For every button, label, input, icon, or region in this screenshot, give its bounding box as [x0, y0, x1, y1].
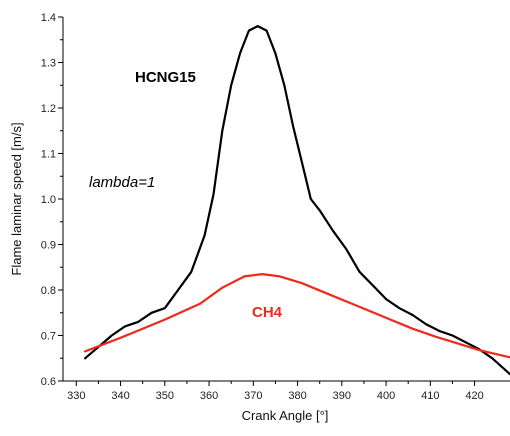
x-tick-label: 410	[421, 390, 439, 402]
y-tick-label: 0.8	[41, 285, 56, 297]
y-tick-label: 0.7	[41, 331, 56, 343]
series-line-ch4	[83, 273, 510, 359]
ticks-layer: 330 340 350 360 370 380 390 400 410 420 0.6 0.7 0.8 0…	[41, 12, 484, 402]
x-tick-label: 380	[288, 390, 306, 402]
x-tick-label: 330	[67, 390, 85, 402]
series-layer	[83, 25, 510, 376]
plot-area	[62, 17, 510, 382]
y-axis-label: Flame laminar speed [m/s]	[9, 122, 24, 275]
y-tick-label: 1.3	[41, 58, 56, 70]
y-tick-label: 1.2	[41, 103, 56, 115]
x-tick-label: 390	[333, 390, 351, 402]
y-tick-label: 1.1	[41, 149, 56, 161]
y-tick-label: 0.9	[41, 240, 56, 252]
x-tick-label: 340	[111, 390, 129, 402]
x-tick-label: 370	[244, 390, 262, 402]
x-tick-label: 400	[377, 390, 395, 402]
annotation-lambda: lambda=1	[89, 174, 155, 191]
x-axis-label: Crank Angle [°]	[242, 408, 329, 423]
x-tick-label: 360	[200, 390, 218, 402]
x-tick-label: 420	[465, 390, 483, 402]
series-line-hcng15	[83, 25, 510, 376]
annotation-ch4: CH4	[252, 304, 283, 321]
annotation-hcng15: HCNG15	[135, 69, 196, 86]
y-tick-label: 0.6	[41, 376, 56, 388]
annotations-layer: HCNG15 lambda=1 CH4	[89, 69, 283, 321]
y-tick-label: 1.4	[41, 12, 56, 24]
y-tick-label: 1.0	[41, 194, 56, 206]
x-tick-label: 350	[156, 390, 174, 402]
